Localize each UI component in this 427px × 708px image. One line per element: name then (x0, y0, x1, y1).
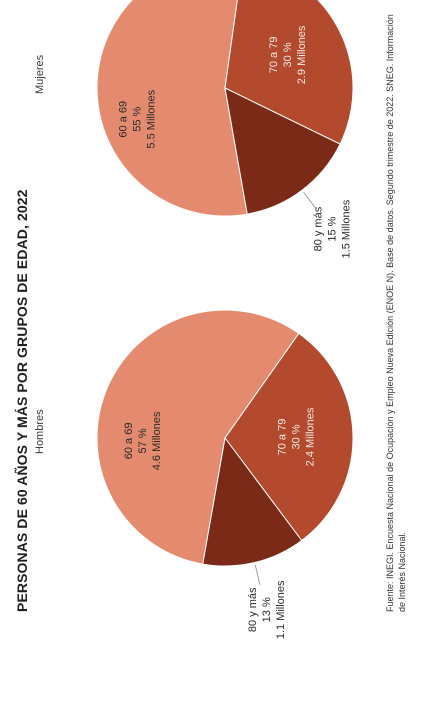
slice-label: 70 a 79 30 % 2.9 Millones (268, 25, 308, 84)
slice-label: 80 y más 13 % 1.1 Millones (247, 580, 287, 639)
slice-label-amount: 2.9 Millones (296, 25, 308, 84)
slice-label-percent: 55 % (132, 106, 144, 131)
slice-label-amount: 4.6 Millones (151, 411, 163, 470)
pie-hombres: 60 a 69 57 % 4.6 Millones 70 a 79 30 % 2.4 Mi… (96, 309, 354, 639)
slice-label: 60 a 69 55 % 5.5 Millones (118, 89, 158, 148)
slice-label-amount: 1.1 Millones (275, 580, 287, 639)
slice-label-amount: 1.5 Millones (340, 199, 352, 258)
slice-label-percent: 30 % (290, 424, 302, 449)
leader-line (303, 192, 317, 209)
pie-slice-hombres-2 (202, 436, 303, 567)
pie-mujeres: 60 a 69 55 % 5.5 Millones 70 a 79 30 % 2.9 Mi… (96, 0, 354, 258)
pie-slice-mujeres-2 (224, 87, 341, 215)
slice-label: 70 a 79 30 % 2.4 Millones (276, 407, 316, 466)
slice-label-percent: 57 % (137, 428, 149, 453)
slice-label: 60 a 69 57 % 4.6 Millones (123, 411, 163, 470)
slice-label: 80 y más 15 % 1.5 Millones (312, 199, 352, 258)
slice-label-percent: 13 % (261, 597, 273, 622)
slice-label-group: 80 y más (312, 206, 324, 251)
slice-label-group: 70 a 79 (268, 37, 280, 74)
slice-label-percent: 30 % (282, 42, 294, 67)
slice-label-group: 70 a 79 (276, 419, 288, 456)
slice-label-group: 60 a 69 (123, 423, 135, 460)
slice-label-group: 80 y más (247, 587, 259, 632)
pie-slice-mujeres-1 (224, 0, 354, 145)
pie-slice-mujeres-0 (96, 0, 248, 217)
pie-slice-hombres-1 (224, 332, 354, 542)
slice-label-group: 60 a 69 (118, 101, 130, 138)
pie-slice-hombres-0 (96, 309, 300, 565)
slice-label-amount: 2.4 Millones (304, 407, 316, 466)
slice-label-percent: 15 % (326, 216, 338, 241)
source-note: Fuente: INEGI. Encuesta Nacional de Ocup… (385, 14, 407, 612)
leader-line (254, 564, 261, 585)
slice-label-amount: 5.5 Millones (146, 89, 158, 148)
